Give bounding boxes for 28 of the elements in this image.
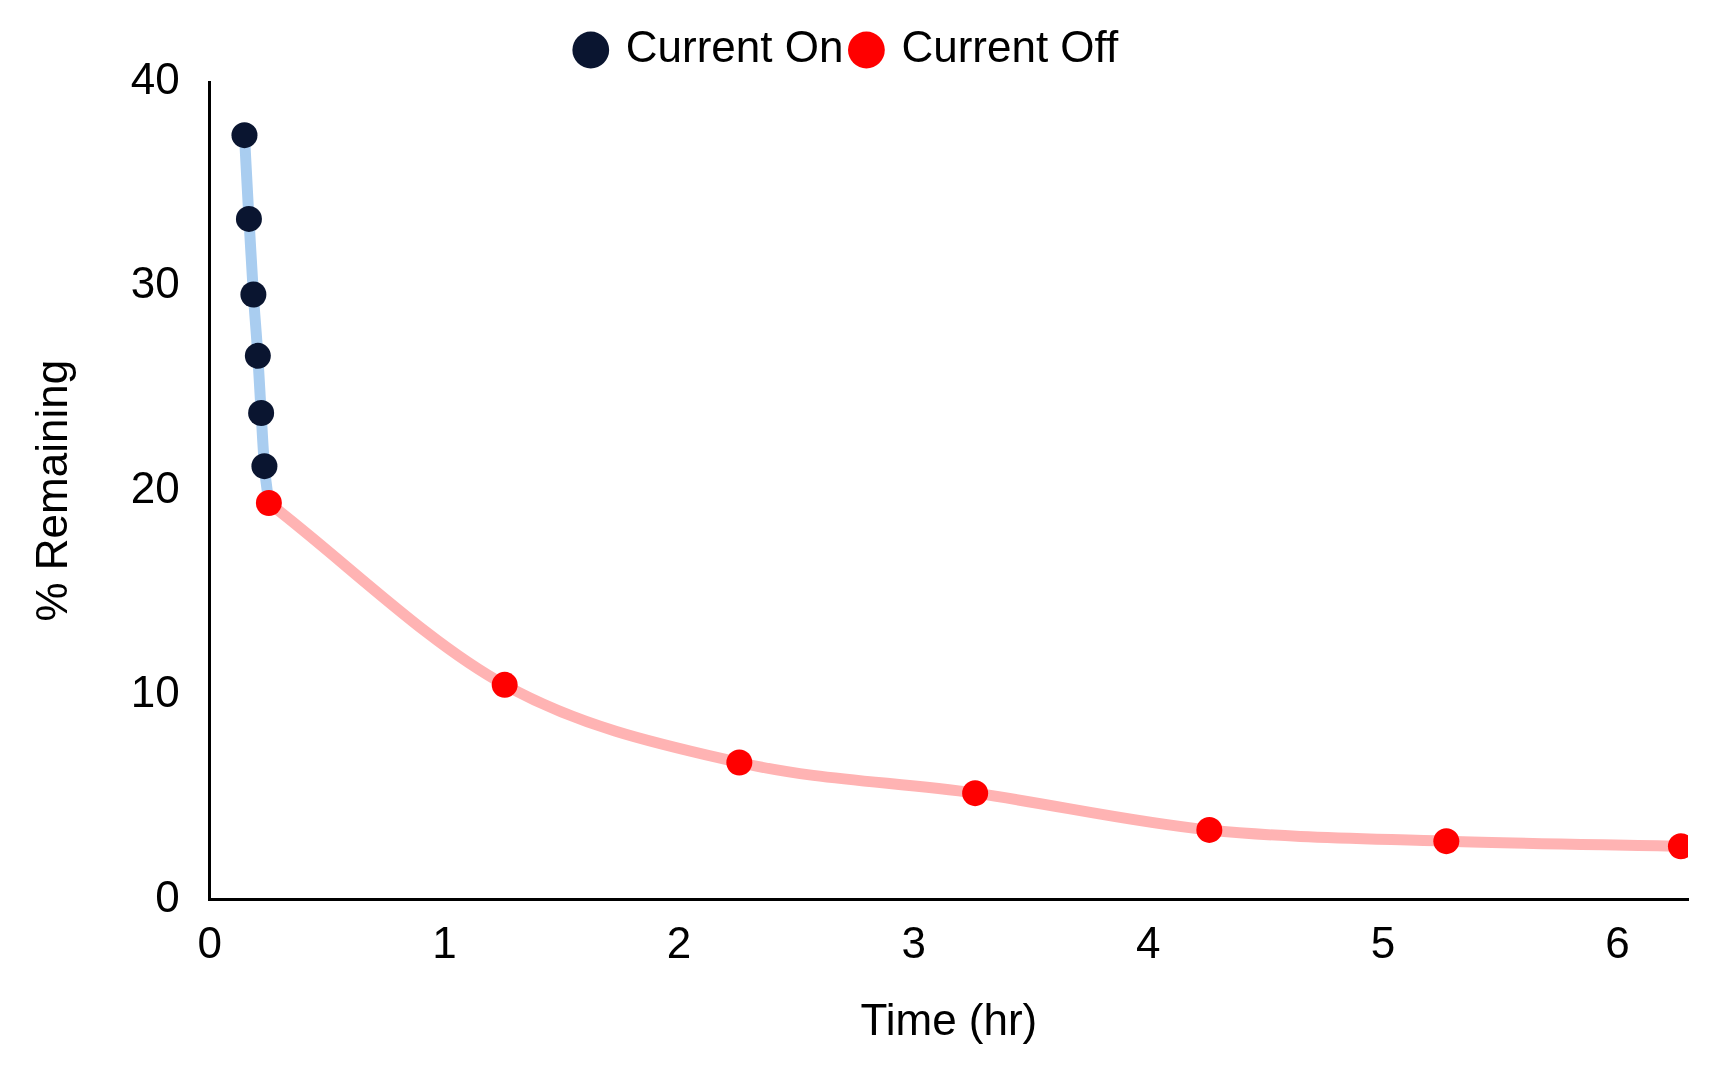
point [726,749,753,776]
point [1196,816,1223,843]
point [962,780,989,807]
x-tick-label: 2 [666,917,692,967]
point [491,671,518,698]
point [1433,828,1460,855]
legend-label: Current Off [901,22,1119,72]
x-tick-label: 0 [197,917,222,967]
y-tick-label: 0 [155,871,180,921]
point [251,453,278,480]
x-tick-label: 3 [901,917,926,967]
point [244,342,271,369]
x-axis-title: Time (hr) [860,994,1038,1044]
x-tick-label: 1 [432,917,457,967]
y-tick-label: 40 [130,54,180,104]
legend-label: Current On [625,22,844,72]
y-axis-title: % Remaining [26,359,76,622]
x-tick-label: 5 [1370,917,1396,967]
y-tick-label: 30 [130,258,180,308]
x-tick-label: 4 [1136,917,1161,967]
y-tick-label: 20 [130,462,180,512]
point [255,489,282,516]
point [231,122,258,149]
y-tick-label: 10 [130,667,180,717]
point [240,281,267,308]
x-tick-label: 6 [1605,917,1630,967]
point [235,205,262,232]
point [248,400,275,427]
